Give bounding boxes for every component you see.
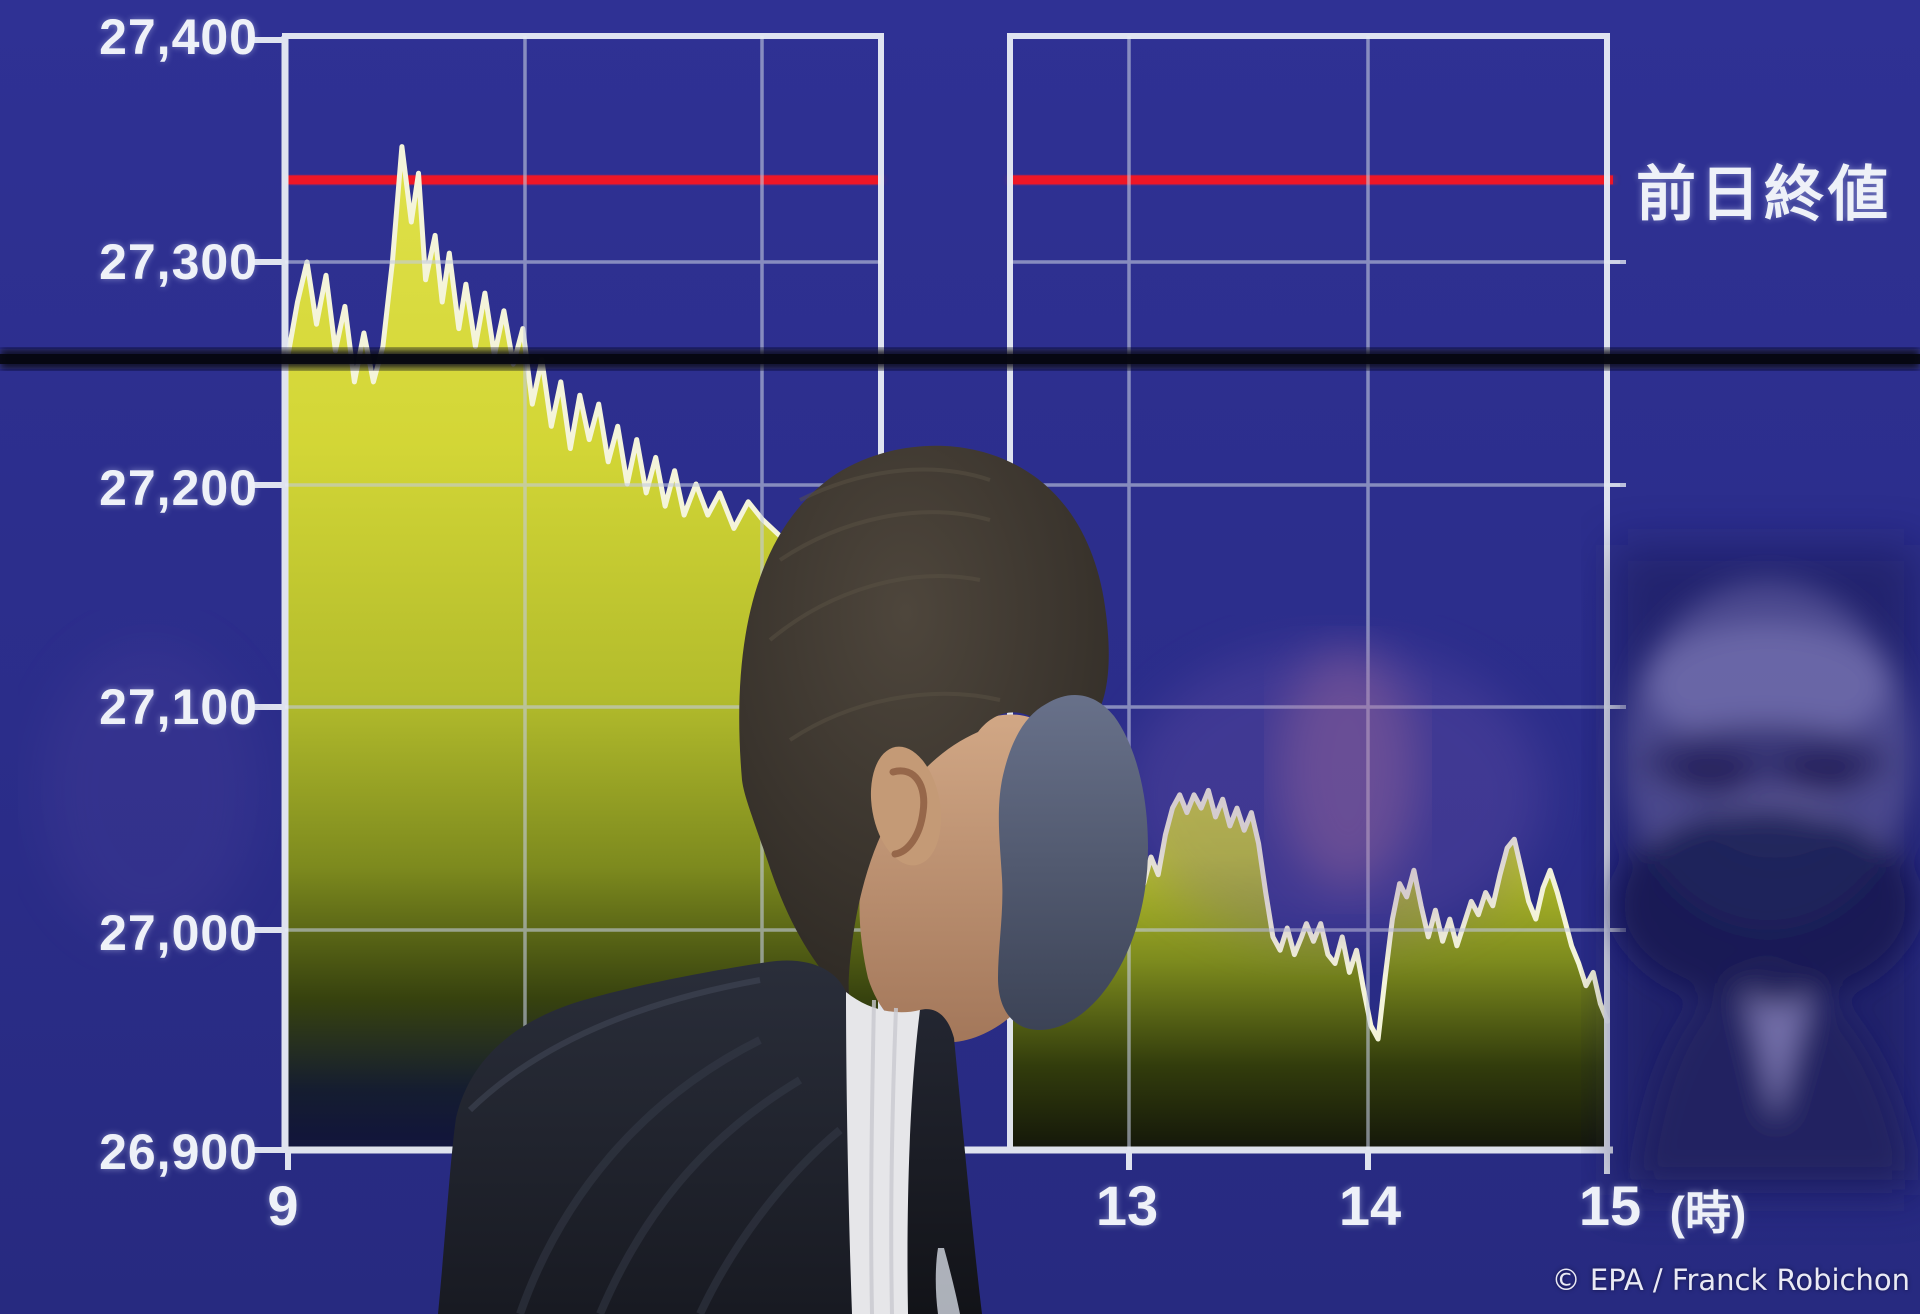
y-axis-label-27300: 27,300 <box>99 234 258 290</box>
y-axis-label-27400: 27,400 <box>99 9 258 65</box>
reflected-person <box>1612 545 1920 1195</box>
y-axis-label-27000: 27,000 <box>99 905 258 961</box>
left-margin-reflection <box>40 640 260 940</box>
reflected-mask <box>1615 807 1915 1003</box>
suit-fold-lines <box>516 1036 843 1314</box>
bezel-band <box>0 349 1920 369</box>
morning-price-line <box>285 144 884 554</box>
photo-credit: © EPA / Franck Robichon <box>1551 1263 1910 1297</box>
shirt-collar <box>846 992 920 1314</box>
shirt-pleat-lines <box>869 999 898 1314</box>
reflected-collar <box>1742 982 1814 1122</box>
reflected-forehead <box>1648 623 1888 747</box>
y-axis-label-27200: 27,200 <box>99 460 258 516</box>
glass-reflections <box>40 640 1545 945</box>
ear-inner-fold <box>889 767 928 858</box>
x-axis-ticks <box>285 1150 1610 1174</box>
ear-shape <box>870 746 942 866</box>
hair-strand-highlights <box>768 467 1001 742</box>
y-axis-ticks <box>250 37 285 1153</box>
previous-close-line <box>288 175 1613 185</box>
face-mask-shape <box>998 694 1148 1031</box>
reflected-eye-right <box>1780 750 1864 794</box>
suit-shoulder-shape <box>438 960 853 1314</box>
previous-close-line-afternoon <box>1010 175 1613 185</box>
reflected-eye-left <box>1670 750 1754 794</box>
x-axis-unit-label: (時) <box>1669 1187 1747 1239</box>
x-axis-label-13: 13 <box>1095 1174 1159 1237</box>
morning-area-fill <box>288 146 881 1151</box>
chart-area-morning <box>285 144 884 1151</box>
y-axis-label-27100: 27,100 <box>99 679 258 735</box>
pink-glow-reflection <box>1278 650 1418 890</box>
previous-close-label: 前日終値 <box>1636 161 1892 228</box>
suit-edge-highlight <box>935 1248 960 1314</box>
pedestrian-silhouette <box>438 445 1148 1314</box>
suit-shoulder-highlight <box>467 977 761 1113</box>
y-axis-label-26900: 26,900 <box>99 1124 258 1180</box>
hair-shape <box>739 445 1109 1002</box>
x-axis-label-14: 14 <box>1338 1174 1402 1237</box>
x-axis-label-9: 9 <box>267 1174 299 1237</box>
x-axis-label-15: 15 <box>1578 1174 1642 1237</box>
suit-back-collar <box>907 1009 982 1314</box>
previous-close-line-morning <box>288 175 881 185</box>
